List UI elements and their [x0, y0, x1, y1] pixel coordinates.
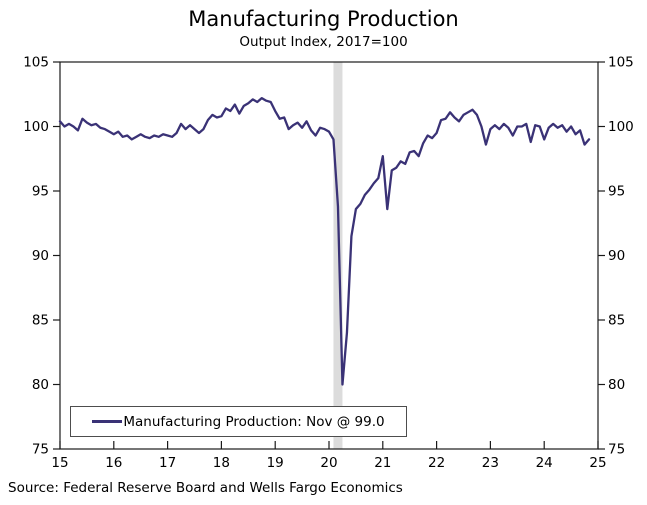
y-tick-label-left: 85 — [32, 313, 49, 329]
legend-box: Manufacturing Production: Nov @ 99.0 — [70, 406, 407, 437]
x-tick-label: 23 — [482, 455, 499, 471]
x-tick-label: 17 — [159, 455, 176, 471]
y-tick-label-right: 95 — [608, 184, 625, 200]
y-tick-label-right: 75 — [608, 442, 625, 458]
y-tick-label-left: 90 — [32, 248, 49, 264]
recession-band — [333, 62, 343, 449]
x-tick-label: 16 — [105, 455, 122, 471]
plot-frame — [59, 61, 599, 450]
x-tick-label: 18 — [213, 455, 230, 471]
y-tick-label-left: 100 — [23, 119, 49, 135]
x-tick-label: 19 — [267, 455, 284, 471]
y-tick-label-right: 85 — [608, 313, 625, 329]
chart-title: Manufacturing Production — [188, 7, 459, 31]
x-tick-label: 25 — [589, 455, 606, 471]
legend-line-swatch — [92, 420, 123, 423]
legend-label: Manufacturing Production: Nov @ 99.0 — [123, 413, 385, 430]
y-tick-label-left: 105 — [23, 55, 49, 71]
y-tick-label-right: 105 — [608, 55, 634, 71]
y-tick-label-left: 95 — [32, 184, 49, 200]
x-tick-label: 20 — [320, 455, 337, 471]
chart-subtitle: Output Index, 2017=100 — [239, 34, 408, 50]
x-tick-label: 21 — [374, 455, 391, 471]
y-tick-label-right: 80 — [608, 377, 625, 393]
y-tick-label-left: 75 — [32, 442, 49, 458]
y-tick-label-left: 80 — [32, 377, 49, 393]
source-text: Source: Federal Reserve Board and Wells … — [8, 480, 403, 496]
x-tick-label: 15 — [51, 455, 68, 471]
production-line — [58, 96, 591, 386]
y-tick-label-right: 100 — [608, 119, 634, 135]
y-tick-label-right: 90 — [608, 248, 625, 264]
x-tick-label: 24 — [536, 455, 553, 471]
x-tick-label: 22 — [428, 455, 445, 471]
